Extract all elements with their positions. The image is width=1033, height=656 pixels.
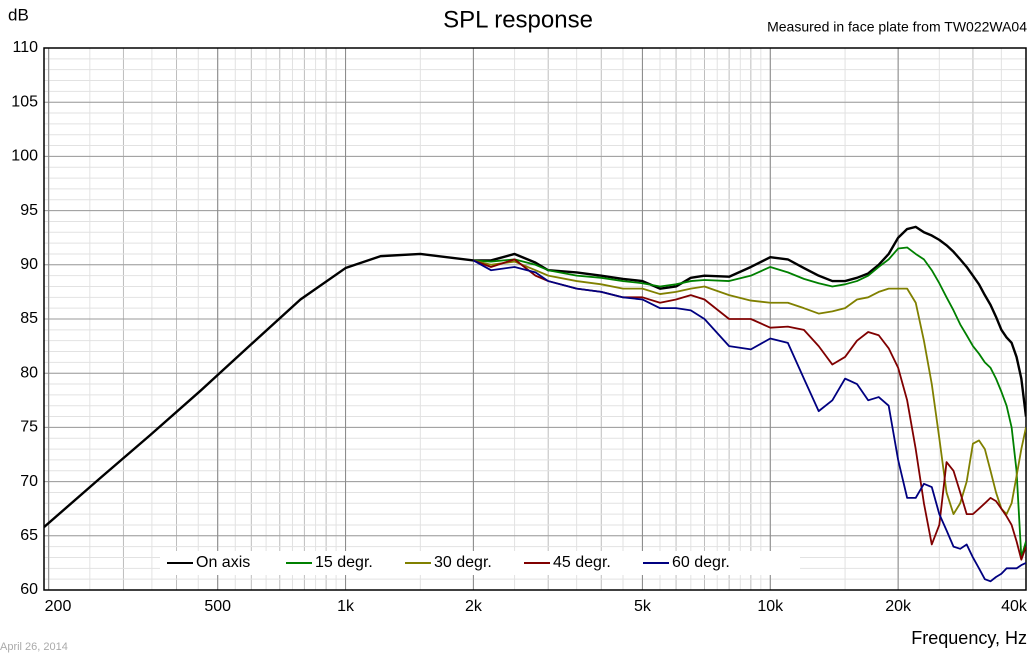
series-line	[473, 259, 1026, 516]
y-tick-label: 95	[20, 202, 38, 219]
y-tick-label: 85	[20, 310, 38, 327]
x-tick-label: 2k	[465, 598, 483, 615]
y-tick-label: 70	[20, 473, 38, 490]
date-label: April 26, 2014	[0, 641, 68, 653]
x-tick-label: 1k	[337, 598, 355, 615]
y-tick-label: 80	[20, 364, 38, 381]
y-tick-label: 110	[12, 39, 38, 56]
legend-label: 45 degr.	[553, 554, 611, 571]
chart-subtitle: Measured in face plate from TW022WA04	[767, 19, 1027, 35]
series-group	[44, 225, 1026, 583]
y-tick-label: 75	[20, 419, 38, 436]
legend-label: 15 degr.	[315, 554, 373, 571]
series-line	[472, 259, 1026, 583]
legend-label: 30 degr.	[434, 554, 492, 571]
plot-frame	[43, 47, 1027, 591]
x-axis-label: Frequency, Hz	[911, 628, 1027, 648]
x-tick-label: 10k	[757, 598, 784, 615]
x-tick-label: 200	[45, 598, 72, 615]
legend: On axis 15 degr. 30 degr. 45 degr. 60 degr.	[160, 551, 800, 575]
y-tick-label: 105	[11, 93, 38, 110]
legend-label: 60 degr.	[672, 554, 730, 571]
x-tick-label: 20k	[885, 598, 912, 615]
y-tick-label: 65	[20, 527, 38, 544]
y-tick-label: 60	[20, 581, 38, 598]
x-tick-label: 5k	[634, 598, 652, 615]
chart-title: SPL response	[443, 6, 593, 33]
y-tick-label: 100	[11, 148, 38, 165]
y-tick-label: 90	[20, 256, 38, 273]
x-tick-label: 500	[204, 598, 231, 615]
series-line	[473, 258, 1026, 561]
series-line	[473, 246, 1026, 559]
y-axis-label: dB	[8, 5, 29, 24]
legend-background	[160, 551, 800, 575]
legend-label: On axis	[196, 554, 250, 571]
x-tick-label: 40k	[1001, 598, 1028, 615]
